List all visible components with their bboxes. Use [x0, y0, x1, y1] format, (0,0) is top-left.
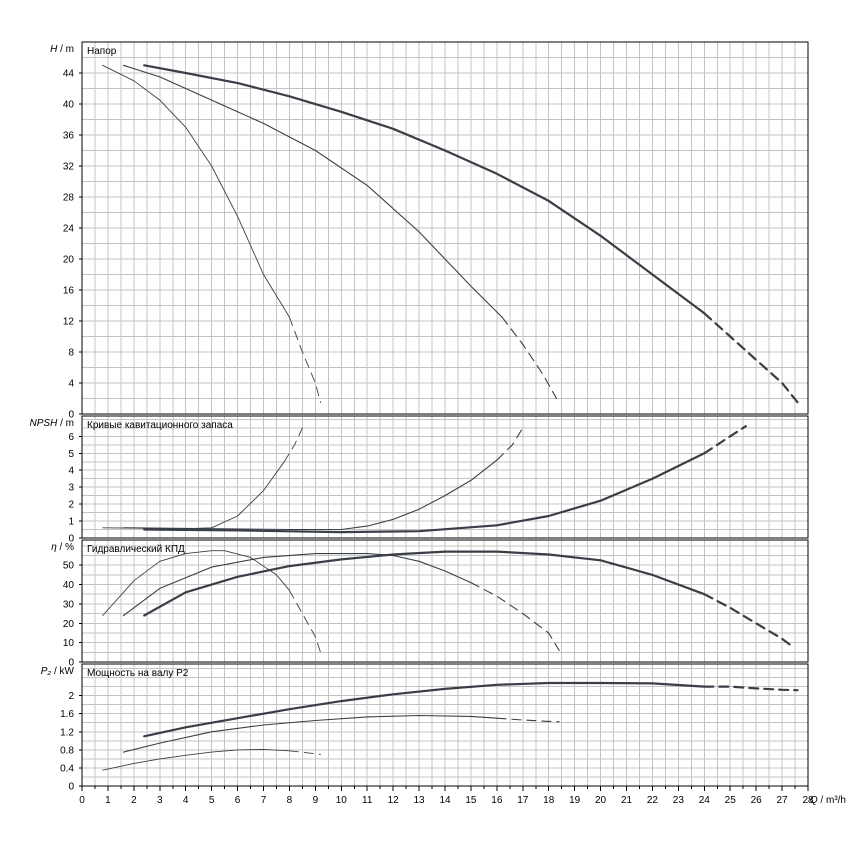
y-tick-label: 28: [63, 193, 75, 204]
y-tick-label: 44: [63, 69, 75, 80]
y-tick-label: 36: [63, 131, 75, 142]
curve-solid-medium: [122, 459, 498, 531]
curve-dashed-medium: [501, 316, 558, 400]
curve-dashed-thin: [283, 427, 303, 463]
y-tick-label: 12: [63, 317, 75, 328]
curve-solid-medium: [122, 64, 503, 318]
x-tick-label: 3: [157, 795, 163, 806]
y-tick-label: 3: [68, 483, 74, 494]
curve-solid-thick: [143, 681, 706, 738]
curve-solid-thick: [143, 64, 706, 315]
x-tick-label: 0: [79, 795, 85, 806]
x-tick-label: 10: [336, 795, 348, 806]
curve-dashed-thick: [703, 425, 747, 455]
y-tick-label: 2: [68, 500, 74, 511]
x-tick-label: 14: [439, 795, 451, 806]
x-tick-label: 1: [105, 795, 111, 806]
x-tick-label: 5: [209, 795, 215, 806]
y-tick-label: 50: [63, 561, 75, 572]
curve-solid-medium: [122, 714, 498, 753]
x-tick-label: 28: [802, 795, 814, 806]
x-axis-label: Q / m³/h: [810, 795, 846, 806]
y-tick-label: 0: [68, 410, 74, 421]
x-tick-label: 8: [287, 795, 293, 806]
x-tick-label: 17: [517, 795, 529, 806]
y-tick-label: 4: [68, 379, 74, 390]
x-tick-label: 7: [261, 795, 267, 806]
y-tick-label: 30: [63, 599, 75, 610]
y-axis-label: P₂ / kW: [41, 666, 75, 677]
x-tick-label: 18: [543, 795, 555, 806]
x-tick-label: 23: [673, 795, 685, 806]
y-tick-label: 1: [68, 517, 74, 528]
y-tick-label: 20: [63, 619, 75, 630]
x-tick-label: 27: [777, 795, 789, 806]
x-tick-label: 19: [569, 795, 581, 806]
x-tick-label: 12: [388, 795, 400, 806]
x-tick-label: 4: [183, 795, 189, 806]
x-tick-label: 13: [414, 795, 426, 806]
curve-solid-thin: [102, 748, 290, 771]
x-tick-label: 16: [491, 795, 503, 806]
y-axis-label: η / %: [51, 542, 74, 553]
x-tick-label: 9: [313, 795, 319, 806]
y-tick-label: 40: [63, 100, 75, 111]
curve-solid-thin: [102, 64, 290, 318]
y-tick-label: 0: [68, 782, 74, 793]
curve-dashed-thin: [288, 750, 321, 755]
y-tick-label: 16: [63, 286, 75, 297]
curve-dashed-thick: [703, 312, 799, 404]
curve-solid-medium: [122, 553, 472, 617]
x-tick-label: 21: [621, 795, 633, 806]
frame-layer: [79, 41, 809, 791]
x-tick-label: 2: [131, 795, 137, 806]
y-axis-label: NPSH / m: [30, 418, 74, 429]
curve-solid-thick: [143, 550, 706, 617]
y-tick-label: 10: [63, 638, 75, 649]
y-tick-label: 5: [68, 449, 74, 460]
curves-layer: [102, 64, 799, 771]
curve-dashed-medium: [470, 582, 560, 651]
x-tick-label: 6: [235, 795, 241, 806]
x-tick-label: 20: [595, 795, 607, 806]
curve-dashed-medium: [496, 717, 560, 723]
panel-frame: [81, 539, 809, 663]
y-tick-label: 4: [68, 466, 74, 477]
panel-frame: [81, 41, 809, 415]
curve-dashed-thick: [703, 685, 799, 692]
curve-solid-thick: [143, 452, 706, 534]
y-tick-label: 0.8: [60, 745, 74, 756]
y-axis-label: H / m: [50, 44, 74, 55]
y-tick-label: 6: [68, 432, 74, 443]
y-tick-label: 24: [63, 224, 75, 235]
x-tick-label: 24: [699, 795, 711, 806]
y-tick-label: 2: [68, 691, 74, 702]
panel-title: Гидравлический КПД: [87, 544, 185, 555]
x-tick-label: 15: [465, 795, 477, 806]
y-tick-label: 20: [63, 255, 75, 266]
x-tick-label: 26: [751, 795, 763, 806]
x-tick-label: 22: [647, 795, 659, 806]
curve-dashed-thin: [288, 316, 321, 403]
panel-title: Кривые кавитационного запаса: [87, 420, 233, 431]
panel-title: Напор: [87, 46, 117, 57]
panel-frame: [81, 415, 809, 539]
x-tick-label: 25: [725, 795, 737, 806]
y-tick-label: 1.6: [60, 709, 74, 720]
y-tick-label: 1.2: [60, 727, 74, 738]
x-tick-label: 11: [362, 795, 373, 806]
panel-title: Мощность на валу P2: [87, 668, 189, 679]
curve-dashed-thick: [703, 593, 794, 648]
y-tick-label: 40: [63, 580, 75, 591]
curve-dashed-medium: [496, 427, 524, 461]
curve-solid-thin: [102, 550, 290, 616]
y-tick-label: 0.4: [60, 763, 74, 774]
y-tick-label: 0: [68, 658, 74, 669]
y-tick-label: 8: [68, 348, 74, 359]
y-tick-label: 32: [63, 162, 75, 173]
curve-dashed-thin: [288, 589, 321, 653]
y-tick-label: 0: [68, 534, 74, 545]
